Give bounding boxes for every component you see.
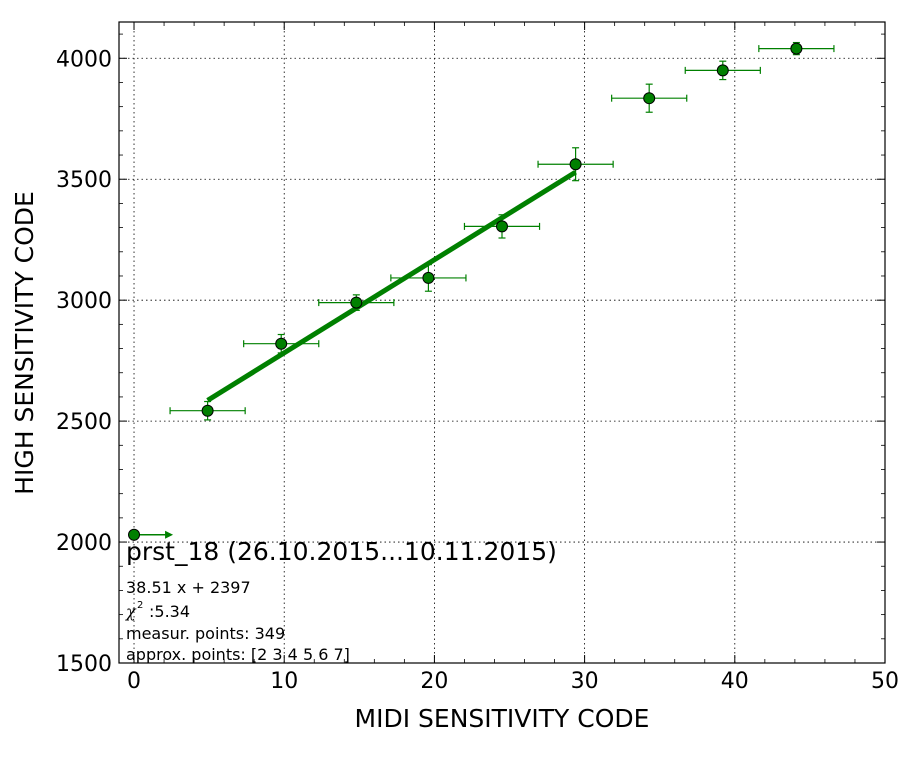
chi-symbol: χ bbox=[125, 602, 137, 621]
x-tick-label: 20 bbox=[420, 669, 448, 694]
data-point bbox=[790, 42, 803, 55]
data-point bbox=[643, 92, 656, 105]
y-tick-label: 4000 bbox=[56, 47, 112, 72]
y-tick-label: 1500 bbox=[56, 652, 112, 677]
approximated-points-list: approx. points: [2 3 4 5 6 7] bbox=[126, 645, 350, 664]
grid bbox=[119, 22, 886, 663]
y-tick-label: 2500 bbox=[56, 410, 112, 435]
tick-labels: 0 10 20 30 40 50 1500 2000 2500 3000 3500 4000 bbox=[56, 47, 899, 694]
plot-frame bbox=[118, 21, 886, 664]
axis-ticks bbox=[119, 22, 886, 664]
chi-superscript: 2 bbox=[137, 600, 143, 611]
data-point bbox=[716, 64, 729, 77]
x-axis-label: MIDI SENSITIVITY CODE bbox=[355, 704, 650, 733]
data-point bbox=[496, 220, 508, 233]
data-point bbox=[275, 337, 288, 350]
data-point bbox=[201, 404, 214, 417]
fit-equation: 38.51 x + 2397 bbox=[126, 578, 251, 597]
x-tick-label: 10 bbox=[270, 669, 298, 694]
y-axis-label: HIGH SENSITIVITY CODE bbox=[10, 191, 39, 495]
limit-arrow-head bbox=[165, 530, 174, 539]
data-point bbox=[569, 158, 582, 171]
data-point bbox=[128, 528, 141, 541]
data-point bbox=[422, 271, 435, 284]
x-tick-label: 50 bbox=[871, 669, 899, 694]
plot-area bbox=[128, 41, 835, 541]
fit-line bbox=[206, 170, 577, 403]
chart-title: prst_18 (26.10.2015...10.11.2015) bbox=[126, 537, 557, 566]
x-tick-label: 0 bbox=[127, 669, 141, 694]
chi-square-value: :5.34 bbox=[149, 602, 190, 621]
y-tick-label: 3500 bbox=[56, 168, 112, 193]
y-tick-label: 2000 bbox=[56, 531, 112, 556]
x-tick-label: 30 bbox=[571, 669, 599, 694]
x-tick-label: 40 bbox=[721, 669, 749, 694]
y-tick-label: 3000 bbox=[56, 289, 112, 314]
data-point bbox=[350, 296, 363, 309]
measured-points-count: measur. points: 349 bbox=[126, 624, 285, 643]
